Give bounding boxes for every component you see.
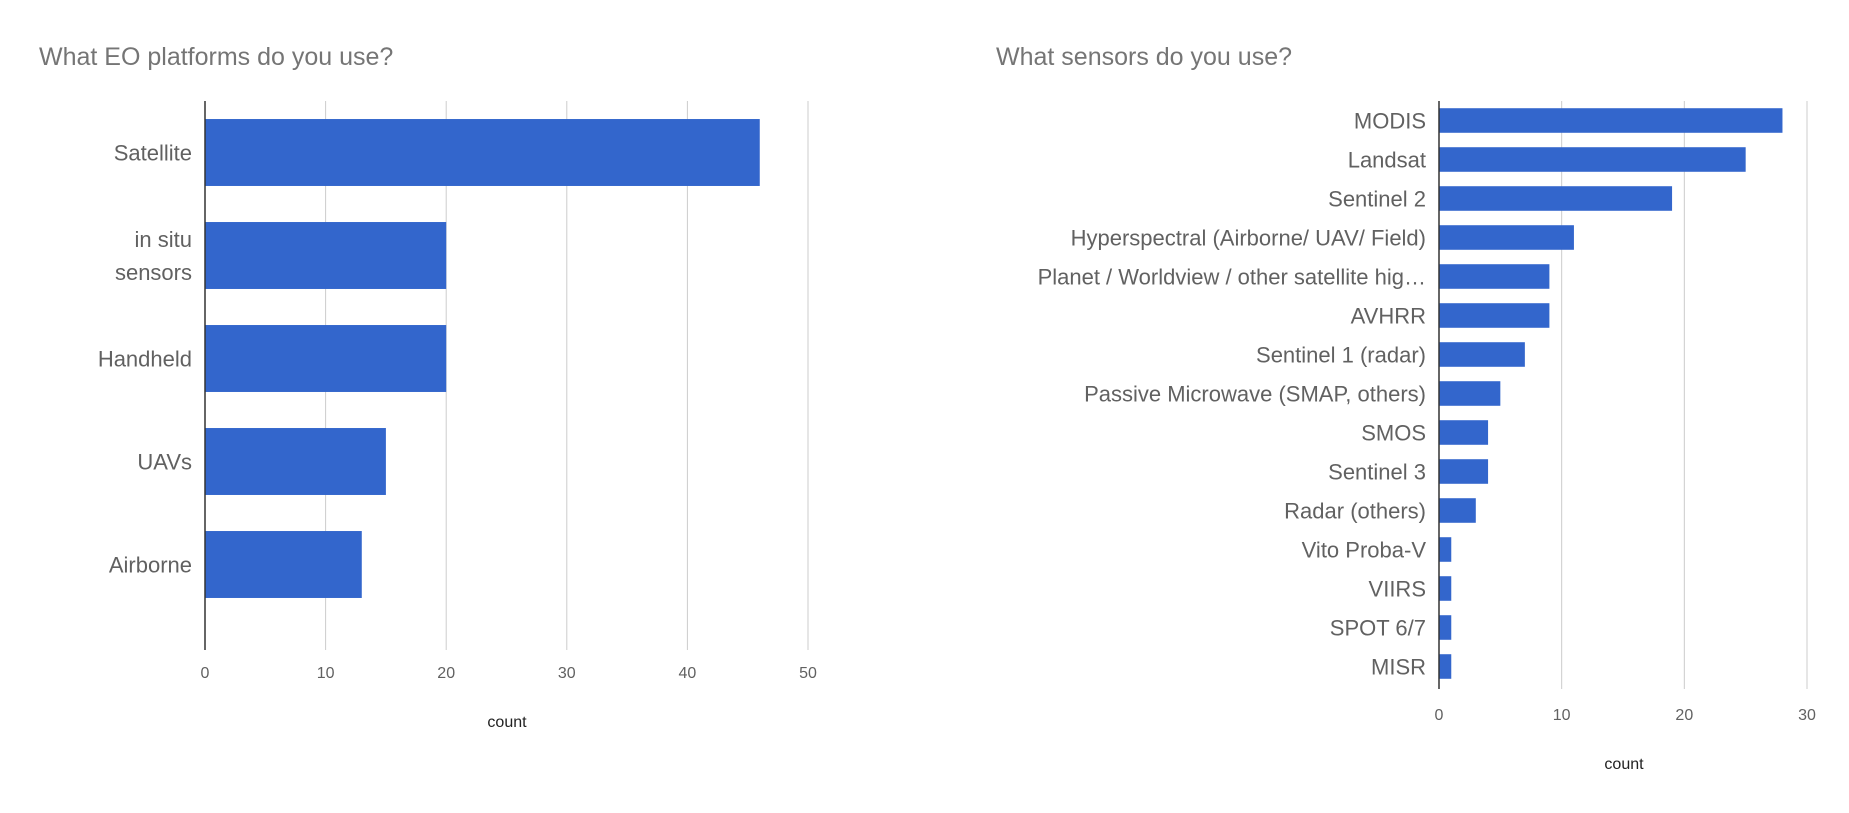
category-label: VIIRS: [1369, 577, 1426, 602]
chart-title: What sensors do you use?: [996, 43, 1292, 71]
category-label: in situ sensors: [115, 227, 192, 285]
category-label: AVHRR: [1351, 304, 1426, 329]
bar[interactable]: [1439, 186, 1673, 211]
x-tick-label: 30: [558, 665, 576, 682]
bar[interactable]: [1439, 654, 1452, 679]
bar[interactable]: [1439, 342, 1525, 367]
bar[interactable]: [1439, 147, 1746, 172]
category-label: SPOT 6/7: [1330, 616, 1426, 641]
chart-title: What EO platforms do you use?: [39, 43, 393, 71]
category-label: SMOS: [1361, 421, 1426, 446]
x-axis-label: count: [1604, 756, 1644, 773]
category-label: Sentinel 1 (radar): [1256, 343, 1426, 368]
bar[interactable]: [1439, 537, 1452, 562]
category-label: Vito Proba-V: [1302, 538, 1427, 563]
x-tick-label: 20: [1675, 707, 1693, 724]
x-tick-label: 40: [679, 665, 697, 682]
category-label: Hyperspectral (Airborne/ UAV/ Field): [1071, 226, 1426, 251]
category-label: Planet / Worldview / other satellite hig…: [1038, 265, 1426, 290]
bar[interactable]: [205, 222, 447, 289]
bar[interactable]: [1439, 420, 1489, 445]
category-label: Passive Microwave (SMAP, others): [1084, 382, 1426, 407]
category-label: Airborne: [109, 553, 192, 578]
bar[interactable]: [1439, 381, 1501, 406]
x-tick-label: 0: [201, 665, 210, 682]
category-label: MODIS: [1354, 109, 1426, 134]
x-tick-label: 20: [437, 665, 455, 682]
bar[interactable]: [205, 428, 386, 495]
bar[interactable]: [1439, 303, 1550, 328]
category-label: MISR: [1371, 655, 1426, 680]
x-tick-label: 50: [799, 665, 817, 682]
platforms-chart: What EO platforms do you use? Satellite i…: [39, 43, 817, 731]
bar[interactable]: [205, 119, 760, 186]
bar[interactable]: [1439, 498, 1476, 523]
bar[interactable]: [1439, 576, 1452, 601]
x-tick-label: 30: [1798, 707, 1816, 724]
bar[interactable]: [205, 325, 447, 392]
x-tick-label: 0: [1435, 707, 1444, 724]
bar[interactable]: [1439, 264, 1550, 289]
sensors-chart: What sensors do you use? MODIS Landsat Sen…: [996, 43, 1816, 773]
category-label: Landsat: [1348, 148, 1426, 173]
category-label: Handheld: [98, 347, 192, 372]
x-tick-label: 10: [1553, 707, 1571, 724]
category-label: Satellite: [114, 141, 192, 166]
bar[interactable]: [1439, 108, 1783, 133]
bar[interactable]: [1439, 459, 1489, 484]
category-label: Sentinel 2: [1328, 187, 1426, 212]
bar[interactable]: [205, 531, 362, 598]
category-label: UAVs: [137, 450, 192, 475]
category-label: Radar (others): [1284, 499, 1426, 524]
bar[interactable]: [1439, 615, 1452, 640]
x-tick-label: 10: [317, 665, 335, 682]
category-label: Sentinel 3: [1328, 460, 1426, 485]
x-axis-label: count: [487, 714, 527, 731]
bar[interactable]: [1439, 225, 1574, 250]
